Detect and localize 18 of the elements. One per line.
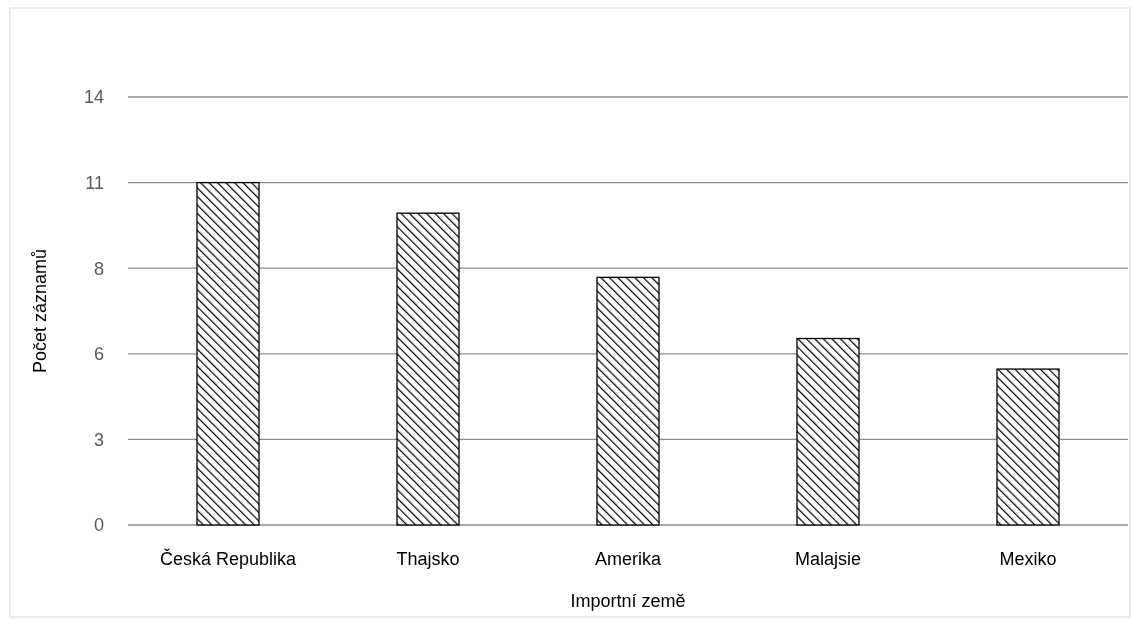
x-axis-title: Importní země — [570, 591, 686, 611]
y-tick-label: 3 — [93, 429, 104, 450]
y-tick-label: 11 — [85, 172, 104, 193]
x-tick-label: Malajsie — [794, 549, 862, 569]
y-tick-label: 6 — [93, 344, 104, 365]
x-tick-label: Česká Republika — [159, 548, 298, 569]
x-tick-label: Mexiko — [999, 549, 1057, 569]
y-tick-label: 8 — [93, 258, 104, 279]
bar — [796, 337, 860, 526]
y-axis-title: Počet záznamů — [30, 248, 50, 374]
y-tick-label: 0 — [93, 515, 104, 536]
x-tick-label: Amerika — [594, 549, 662, 569]
bar — [396, 212, 460, 526]
x-tick-label: Thajsko — [396, 549, 460, 569]
bar — [596, 276, 660, 526]
bar — [996, 368, 1060, 526]
y-tick-label: 14 — [83, 87, 104, 108]
bar — [196, 181, 260, 526]
